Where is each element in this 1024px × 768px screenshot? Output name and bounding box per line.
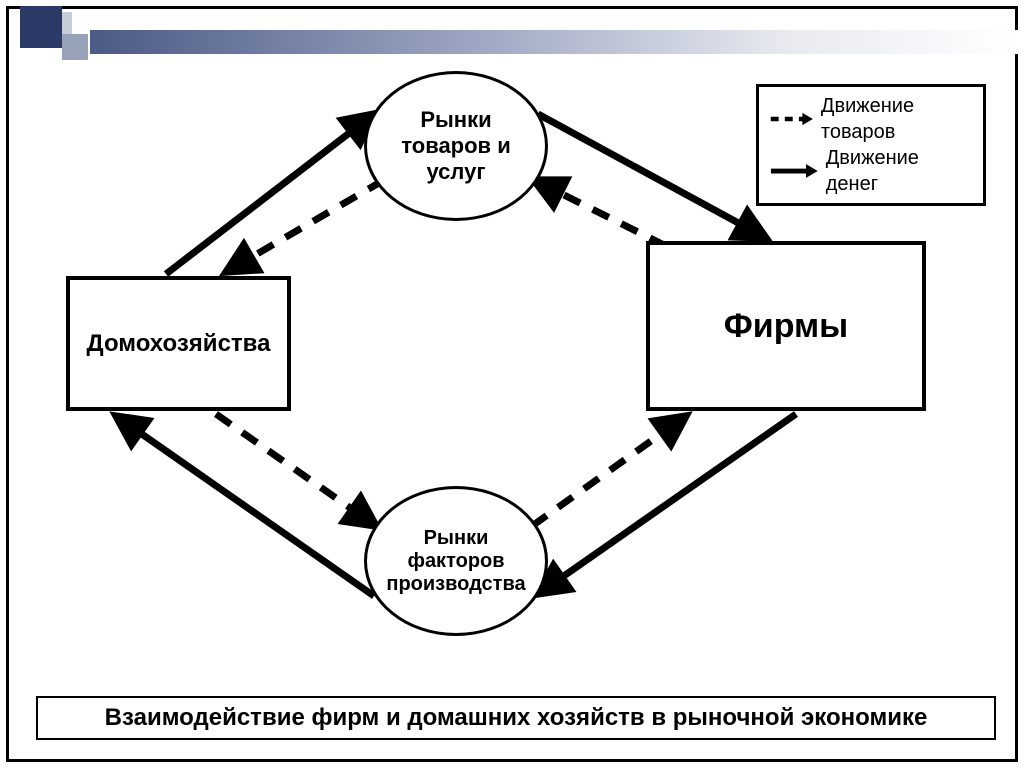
legend-arrow-solid-icon — [769, 161, 818, 181]
legend-arrow-dashed-icon — [769, 109, 813, 129]
legend-row-money: Движение денег — [769, 145, 973, 197]
node-households: Домохозяйства — [66, 276, 291, 411]
edge-bot-to-hh-solid — [116, 416, 374, 596]
edge-fi-to-bot-solid — [538, 414, 796, 594]
node-top-market-label: Рынки товаров и услуг — [375, 107, 537, 185]
legend-row-goods: Движение товаров — [769, 93, 973, 145]
caption-box: Взаимодействие фирм и домашних хозяйств … — [36, 696, 996, 740]
legend-label-money: Движение денег — [826, 145, 973, 197]
node-bottom-market-label: Рынки факторов производства — [375, 527, 537, 596]
node-firms: Фирмы — [646, 241, 926, 411]
node-firms-label: Фирмы — [724, 307, 848, 346]
node-top-market: Рынки товаров и услуг — [364, 71, 548, 221]
legend-label-goods: Движение товаров — [821, 93, 973, 145]
edge-fi-to-top-dashed — [534, 180, 666, 246]
legend: Движение товаров Движение денег — [756, 84, 986, 206]
caption-text: Взаимодействие фирм и домашних хозяйств … — [105, 704, 928, 732]
node-bottom-market: Рынки факторов производства — [364, 486, 548, 636]
node-households-label: Домохозяйства — [87, 330, 271, 358]
edge-top-to-hh-dashed — [226, 180, 384, 272]
edge-top-to-fi-solid — [538, 114, 766, 238]
edge-hh-to-bot-dashed — [216, 414, 376, 526]
